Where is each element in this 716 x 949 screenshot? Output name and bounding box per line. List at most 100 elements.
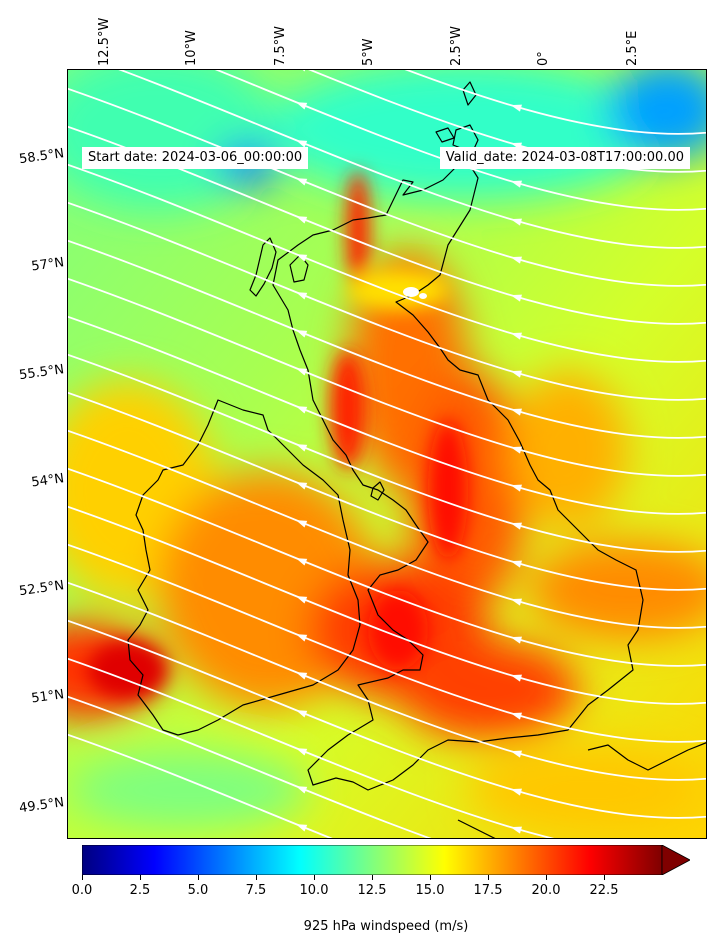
windspeed-maxima [88,170,468,700]
streamline-arrow [510,180,522,188]
streamline-arrow [295,520,308,528]
isle-of-man-coast [370,481,385,501]
streamline-arrow [295,482,308,490]
streamline-arrow [295,824,308,832]
streamline-arrow [295,748,308,756]
lat-label-58-5n: 58.5°N [18,146,66,168]
western-isles-coast [249,237,277,297]
streamline [68,87,706,287]
lat-label-54n: 54°N [30,471,66,491]
streamline-arrow [510,256,522,264]
lowwind-patch [403,287,427,299]
streamline [118,70,706,249]
colorbar-tick-label: 7.5 [245,883,267,898]
ireland-coast [127,399,361,736]
streamline-arrow [510,560,522,568]
streamlines [68,70,706,838]
skye-coast [289,254,309,283]
colorbar-tick-label: 5.0 [187,883,209,898]
colorbar-tick-label: 15.0 [415,883,445,898]
streamline-arrow [510,484,522,492]
streamline [214,70,706,211]
streamline [68,543,706,743]
streamline-arrow [295,368,308,376]
colorbar-tick-label: 22.5 [589,883,619,898]
colorbar-extend-arrow [661,845,690,875]
colorbar [82,845,690,875]
colorbar-tick-mark [314,875,315,880]
colorbar-tick-label: 12.5 [357,883,387,898]
streamline-arrow [510,674,522,682]
lat-label-55-5n: 55.5°N [18,362,66,384]
colorbar-gradient [82,845,663,875]
lat-label-49-5n: 49.5°N [18,795,66,817]
streamline-arrow [510,218,522,226]
streamline-arrow [295,140,308,148]
lon-label-10w: 10°W [184,30,199,66]
windspeed-map [68,70,706,838]
lat-label-57n: 57°N [30,255,66,275]
france-coast [587,742,706,771]
lon-label-7-5w: 7.5°W [273,25,288,66]
colorbar-tick-mark [198,875,199,880]
map-panel: Start date: 2024-03-06_00:00:00 Valid_da… [67,69,707,839]
streamline-arrow [510,408,522,416]
lon-label-0: 0° [536,51,551,66]
streamline-arrow [295,558,308,566]
colorbar-tick-mark [140,875,141,880]
streamline [68,695,432,838]
streamline [68,163,706,363]
streamline-arrow [510,370,522,378]
streamline [68,277,706,477]
streamline-arrow [510,294,522,302]
streamline [68,353,706,553]
streamline-arrow [295,254,308,262]
lon-label-12-5w: 12.5°W [97,17,112,66]
streamline-arrow [295,178,308,186]
colorbar-tick-label: 17.5 [473,883,503,898]
streamline-arrow [295,596,308,604]
streamline-arrow [295,292,308,300]
streamline-arrow [295,444,308,452]
streamline-arrow [295,102,308,110]
streamline [68,201,706,401]
streamline-arrow [510,712,522,720]
streamline [68,239,706,439]
streamline [308,70,706,173]
streamline [404,70,706,135]
streamline-arrow [510,332,522,340]
streamline [68,429,706,629]
streamline-arrows [295,70,522,834]
streamline-arrow [510,446,522,454]
streamline [68,467,706,667]
lat-label-51n: 51°N [30,687,66,707]
streamline-arrow [510,522,522,530]
streamline-arrow [295,786,308,794]
colorbar-tick-mark [256,875,257,880]
lat-label-52-5n: 52.5°N [18,578,66,600]
colorbar-tick-mark [488,875,489,880]
colorbar-label: 925 hPa windspeed (m/s) [303,919,469,934]
streamline [68,505,706,705]
streamline-arrow [510,598,522,606]
lon-label-2-5e: 2.5°E [625,30,640,66]
streamline-arrow [295,672,308,680]
streamline-arrow [510,750,522,758]
streamline-arrow [510,104,522,112]
colorbar-tick-mark [430,875,431,880]
colorbar-tick-mark [546,875,547,880]
start-date-label: Start date: 2024-03-06_00:00:00 [82,147,309,169]
colorbar-tick-label: 2.5 [129,883,151,898]
streamline-arrow [295,216,308,224]
valid-date-label: Valid_date: 2024-03-08T17:00:00.00 [439,147,690,169]
streamline [68,619,706,819]
streamline-arrow [295,710,308,718]
france-coast-west [457,819,496,838]
streamline [68,581,706,781]
streamline [68,315,706,515]
streamline-arrow [295,634,308,642]
lon-label-5w: 5°W [361,38,376,66]
colorbar-tick-label: 10.0 [299,883,329,898]
colorbar-tick-mark [82,875,83,880]
orkney-coast [435,127,455,143]
